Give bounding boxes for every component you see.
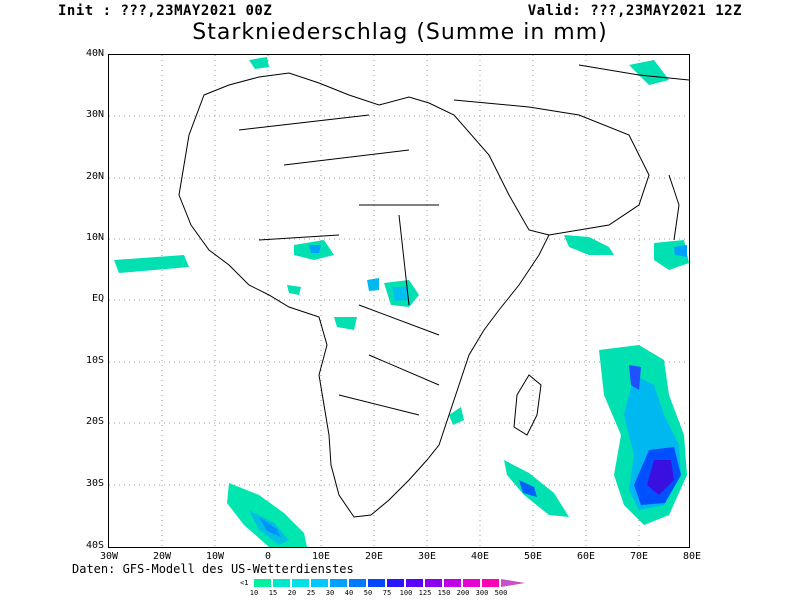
legend-label: 30 [325, 589, 335, 597]
legend-label: 150 [437, 589, 451, 597]
legend-swatch [254, 579, 271, 587]
legend-swatch [311, 579, 328, 587]
legend-swatch [368, 579, 385, 587]
legend-swatch [273, 579, 290, 587]
lat-label: 30N [85, 109, 104, 120]
lon-label: 30W [99, 551, 119, 562]
legend-label: 125 [418, 589, 432, 597]
legend-swatch [406, 579, 423, 587]
init-time-label: Init : ???,23MAY2021 00Z [58, 3, 273, 19]
lat-label: 40S [85, 540, 104, 551]
legend-under-label: <1 [240, 579, 249, 587]
lon-label: 0 [264, 551, 272, 562]
legend-swatch [425, 579, 442, 587]
legend-swatch [482, 579, 499, 587]
lat-label: 20S [85, 416, 104, 427]
data-source-credit: Daten: GFS-Modell des US-Wetterdienstes [72, 562, 354, 576]
lat-label: 10N [85, 232, 104, 243]
valid-time-label: Valid: ???,23MAY2021 12Z [527, 3, 742, 19]
lon-label: 20E [364, 551, 384, 562]
precipitation-map [108, 54, 690, 548]
legend-swatch [444, 579, 461, 587]
lon-label: 10E [311, 551, 331, 562]
lat-label: 20N [85, 171, 104, 182]
lat-label: EQ [91, 293, 104, 304]
lon-label: 40E [470, 551, 490, 562]
legend-label: 40 [344, 589, 354, 597]
legend-label: 10 [249, 589, 259, 597]
lon-label: 10W [205, 551, 225, 562]
legend-swatch [292, 579, 309, 587]
lon-label: 60E [576, 551, 596, 562]
lon-label: 30E [417, 551, 437, 562]
lat-label: 40N [85, 48, 104, 59]
legend-label: 500 [494, 589, 508, 597]
legend-label: 50 [363, 589, 373, 597]
legend-label: 25 [306, 589, 316, 597]
legend-label: 75 [382, 589, 392, 597]
legend-label: 100 [399, 589, 413, 597]
lat-label: 30S [85, 478, 104, 489]
legend-swatch [501, 579, 525, 587]
map-title: Starkniederschlag (Summe in mm) [192, 20, 608, 45]
legend-label: 200 [456, 589, 470, 597]
legend-swatch [349, 579, 366, 587]
precipitation-areas [114, 57, 689, 547]
lon-label: 70E [629, 551, 649, 562]
legend-label: 15 [268, 589, 278, 597]
legend-swatch [330, 579, 347, 587]
legend-swatch [387, 579, 404, 587]
lon-label: 20W [152, 551, 172, 562]
lon-label: 80E [682, 551, 702, 562]
map-canvas [109, 55, 690, 547]
lat-label: 10S [85, 355, 104, 366]
lon-label: 50E [523, 551, 543, 562]
legend-label: 20 [287, 589, 297, 597]
legend-label: 300 [475, 589, 489, 597]
coastlines [178, 64, 690, 518]
legend-swatch [463, 579, 480, 587]
